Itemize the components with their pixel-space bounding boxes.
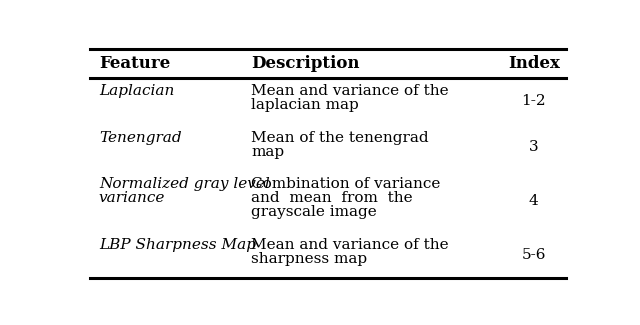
Text: Combination of variance: Combination of variance: [251, 177, 440, 191]
Text: 3: 3: [529, 140, 539, 154]
Text: sharpness map: sharpness map: [251, 252, 367, 266]
Text: Feature: Feature: [99, 55, 170, 72]
Text: LBP Sharpness Map: LBP Sharpness Map: [99, 238, 256, 252]
Text: Mean and variance of the: Mean and variance of the: [251, 238, 449, 252]
Text: Index: Index: [508, 55, 560, 72]
Text: 5-6: 5-6: [522, 248, 546, 262]
Text: Mean and variance of the: Mean and variance of the: [251, 84, 449, 98]
Text: Tenengrad: Tenengrad: [99, 131, 182, 145]
Text: variance: variance: [99, 191, 165, 205]
Text: Description: Description: [251, 55, 360, 72]
Text: laplacian map: laplacian map: [251, 98, 359, 112]
Text: Mean of the tenengrad: Mean of the tenengrad: [251, 131, 429, 145]
Text: 1-2: 1-2: [522, 94, 546, 108]
Text: and  mean  from  the: and mean from the: [251, 191, 413, 205]
Text: Normalized gray level: Normalized gray level: [99, 177, 269, 191]
Text: map: map: [251, 145, 284, 159]
Text: grayscale image: grayscale image: [251, 205, 377, 219]
Text: Laplacian: Laplacian: [99, 84, 174, 98]
Text: 4: 4: [529, 194, 539, 208]
